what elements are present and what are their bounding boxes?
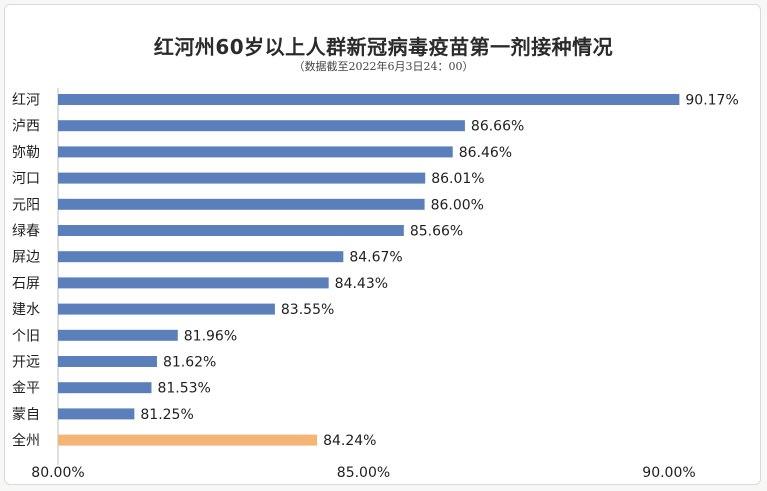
bar-金平	[58, 382, 152, 394]
x-tick-label: 80.00%	[31, 465, 84, 481]
value-label: 81.96%	[184, 328, 237, 344]
value-label: 84.67%	[349, 250, 402, 266]
category-label: 个旧	[12, 328, 40, 344]
bar-个旧	[58, 329, 178, 341]
bar-屏边	[58, 251, 344, 263]
category-label: 弥勒	[12, 144, 40, 161]
value-label: 83.55%	[281, 302, 334, 318]
category-label: 屏边	[12, 250, 40, 266]
chart-frame: 红河州60岁以上人群新冠病毒疫苗第一剂接种情况 （数据截至2022年6月3日24…	[4, 4, 761, 485]
value-label: 86.01%	[431, 171, 484, 187]
value-label: 86.46%	[459, 145, 512, 161]
x-tick-label: 90.00%	[642, 465, 695, 481]
value-label: 86.00%	[431, 197, 484, 213]
value-label: 81.25%	[140, 407, 193, 423]
value-label: 81.62%	[163, 355, 216, 371]
bar-全州	[58, 434, 318, 446]
bar-弥勒	[58, 146, 453, 158]
bar-河口	[58, 172, 426, 184]
bar-元阳	[58, 198, 425, 210]
category-label: 绿春	[12, 224, 40, 240]
chart-title: 红河州60岁以上人群新冠病毒疫苗第一剂接种情况	[153, 35, 614, 59]
value-label: 81.53%	[157, 381, 210, 397]
value-label: 84.43%	[335, 276, 388, 292]
category-label: 泸西	[12, 119, 40, 135]
bar-绿春	[58, 225, 404, 236]
category-label: 金平	[12, 381, 40, 397]
bar-开远	[58, 356, 157, 367]
bar-石屏	[58, 277, 329, 289]
bar-红河	[58, 94, 680, 105]
category-label: 蒙自	[12, 407, 40, 423]
chart-subtitle: （数据截至2022年6月3日24：00）	[293, 60, 474, 73]
category-label: 河口	[12, 171, 40, 187]
category-label: 建水	[12, 302, 40, 318]
bar-chart: 红河 90.17% 泸西 86.66% 弥勒 86.46% 河口 86.01% 元阳 86.00%…	[12, 88, 739, 481]
category-label: 开远	[12, 355, 40, 371]
bar-建水	[58, 303, 275, 315]
category-label: 石屏	[12, 276, 40, 292]
bar-蒙自	[58, 408, 135, 420]
category-label: 红河	[12, 93, 40, 109]
bar-泸西	[58, 120, 465, 132]
value-label: 90.17%	[685, 93, 738, 109]
value-label: 86.66%	[471, 119, 524, 135]
value-label: 85.66%	[410, 224, 463, 240]
category-label: 全州	[12, 432, 40, 449]
value-label: 84.24%	[323, 433, 376, 449]
x-tick-label: 85.00%	[337, 465, 390, 481]
category-label: 元阳	[12, 197, 40, 213]
